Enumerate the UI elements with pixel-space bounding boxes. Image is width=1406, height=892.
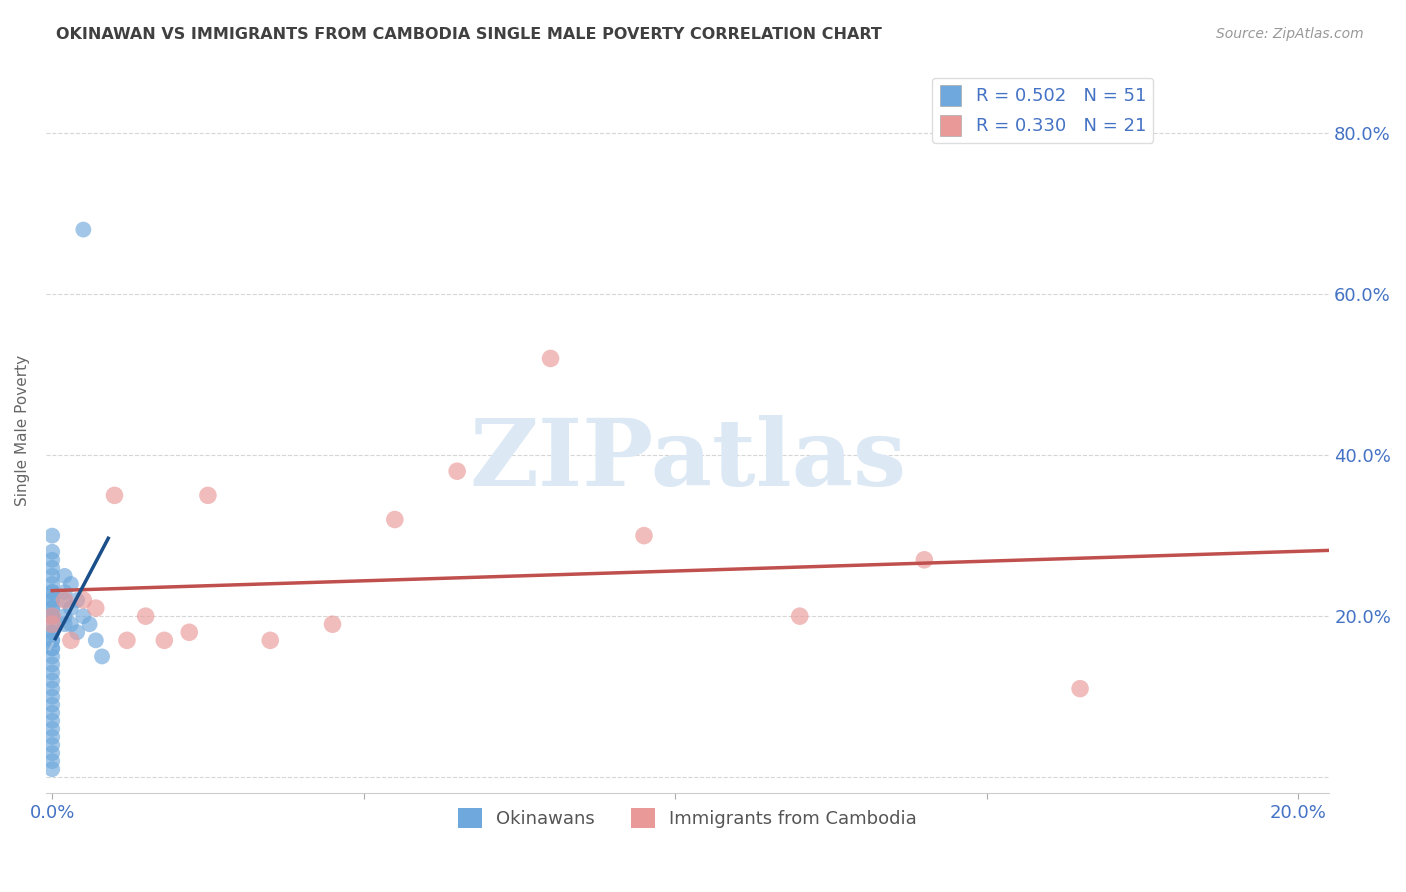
Point <box>66 593 89 607</box>
Point <box>446 464 468 478</box>
Point <box>59 577 82 591</box>
Point <box>41 633 63 648</box>
Point <box>41 641 63 656</box>
Point <box>41 609 63 624</box>
Point <box>41 657 63 672</box>
Point <box>384 512 406 526</box>
Point <box>41 528 63 542</box>
Point <box>1069 681 1091 696</box>
Point <box>84 633 107 648</box>
Point <box>53 585 76 599</box>
Point <box>41 577 63 591</box>
Point <box>197 488 219 502</box>
Point <box>153 633 176 648</box>
Point <box>41 601 63 615</box>
Point <box>59 601 82 615</box>
Point <box>41 585 63 599</box>
Point <box>41 690 63 704</box>
Y-axis label: Single Male Poverty: Single Male Poverty <box>15 355 30 507</box>
Point <box>41 625 63 640</box>
Point <box>84 601 107 615</box>
Point <box>41 585 63 599</box>
Point <box>79 617 101 632</box>
Point <box>41 762 63 776</box>
Point <box>259 633 281 648</box>
Point <box>41 641 63 656</box>
Point <box>322 617 344 632</box>
Point <box>41 593 63 607</box>
Point <box>41 754 63 768</box>
Point <box>72 222 94 236</box>
Text: OKINAWAN VS IMMIGRANTS FROM CAMBODIA SINGLE MALE POVERTY CORRELATION CHART: OKINAWAN VS IMMIGRANTS FROM CAMBODIA SIN… <box>56 27 882 42</box>
Point <box>135 609 157 624</box>
Point <box>41 706 63 720</box>
Point <box>41 545 63 559</box>
Point <box>115 633 138 648</box>
Point <box>53 617 76 632</box>
Point <box>41 553 63 567</box>
Point <box>789 609 811 624</box>
Point <box>41 714 63 728</box>
Point <box>41 698 63 712</box>
Point <box>103 488 125 502</box>
Point <box>53 609 76 624</box>
Point <box>41 746 63 760</box>
Point <box>41 681 63 696</box>
Point <box>41 617 63 632</box>
Point <box>41 722 63 736</box>
Point <box>912 553 935 567</box>
Point <box>53 593 76 607</box>
Point <box>72 609 94 624</box>
Point <box>53 593 76 607</box>
Legend: Okinawans, Immigrants from Cambodia: Okinawans, Immigrants from Cambodia <box>451 801 924 835</box>
Point <box>41 569 63 583</box>
Point <box>633 528 655 542</box>
Point <box>41 601 63 615</box>
Point <box>41 609 63 624</box>
Point <box>66 625 89 640</box>
Point <box>41 730 63 744</box>
Point <box>41 665 63 680</box>
Point <box>41 625 63 640</box>
Point <box>41 633 63 648</box>
Point <box>91 649 114 664</box>
Point <box>59 617 82 632</box>
Point <box>41 738 63 752</box>
Point <box>41 609 63 624</box>
Point <box>540 351 562 366</box>
Point <box>41 673 63 688</box>
Point <box>41 649 63 664</box>
Text: Source: ZipAtlas.com: Source: ZipAtlas.com <box>1216 27 1364 41</box>
Point <box>59 633 82 648</box>
Point <box>72 593 94 607</box>
Point <box>41 593 63 607</box>
Point <box>179 625 201 640</box>
Text: ZIPatlas: ZIPatlas <box>470 415 907 505</box>
Point <box>53 569 76 583</box>
Point <box>41 561 63 575</box>
Point <box>41 617 63 632</box>
